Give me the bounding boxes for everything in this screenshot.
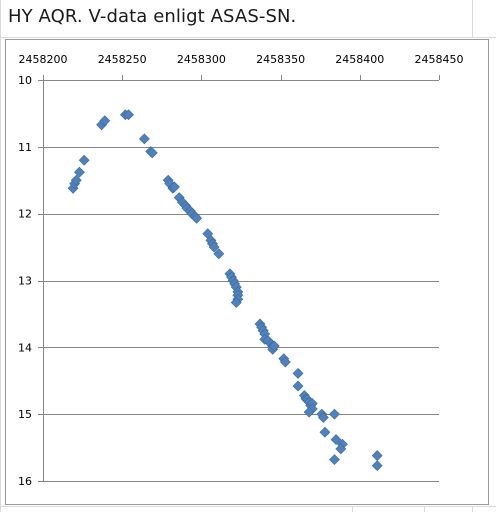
data-point <box>303 406 315 418</box>
chart-area[interactable]: 2458200 2458250 2458300 2458350 2458400 24584… <box>5 39 489 505</box>
data-point <box>138 133 150 145</box>
x-tick-label: 2458400 <box>335 53 384 66</box>
data-point <box>371 450 383 462</box>
data-point <box>230 297 242 308</box>
data-point <box>371 460 383 472</box>
data-point <box>191 212 203 224</box>
x-tick-label: 2458450 <box>415 53 464 66</box>
y-tick-label: 16 <box>18 475 32 488</box>
scatter-plot: 2458200 2458250 2458300 2458350 2458400 24584… <box>18 53 464 488</box>
data-point <box>146 147 158 159</box>
data-point <box>292 367 304 379</box>
y-tick-label: 14 <box>18 341 32 354</box>
y-tick-label: 15 <box>18 408 32 421</box>
data-point <box>99 115 111 127</box>
data-point <box>279 356 291 368</box>
data-point <box>330 434 342 445</box>
chart-title: HY AQR. V-data enligt ASAS-SN. <box>8 6 297 27</box>
data-point <box>292 380 304 392</box>
data-point <box>319 426 331 438</box>
data-point <box>70 174 82 186</box>
data-point <box>123 109 134 121</box>
x-tick-label: 2458200 <box>19 53 68 66</box>
data-point <box>74 166 85 178</box>
y-tick-label: 10 <box>18 74 32 87</box>
data-point <box>169 181 180 193</box>
data-point <box>268 340 280 352</box>
x-tick-label: 2458300 <box>177 53 226 66</box>
data-point <box>78 154 90 166</box>
data-point <box>329 408 340 420</box>
x-tick-label: 2458250 <box>98 53 147 66</box>
data-point <box>213 248 225 260</box>
data-point <box>335 443 347 455</box>
data-point <box>317 412 329 423</box>
data-point <box>208 241 220 253</box>
y-tick-label: 12 <box>18 208 32 221</box>
x-tick-label: 2458350 <box>256 53 305 66</box>
y-tick-label: 11 <box>18 141 32 154</box>
y-tick-label: 13 <box>18 275 32 288</box>
data-point <box>329 454 340 466</box>
